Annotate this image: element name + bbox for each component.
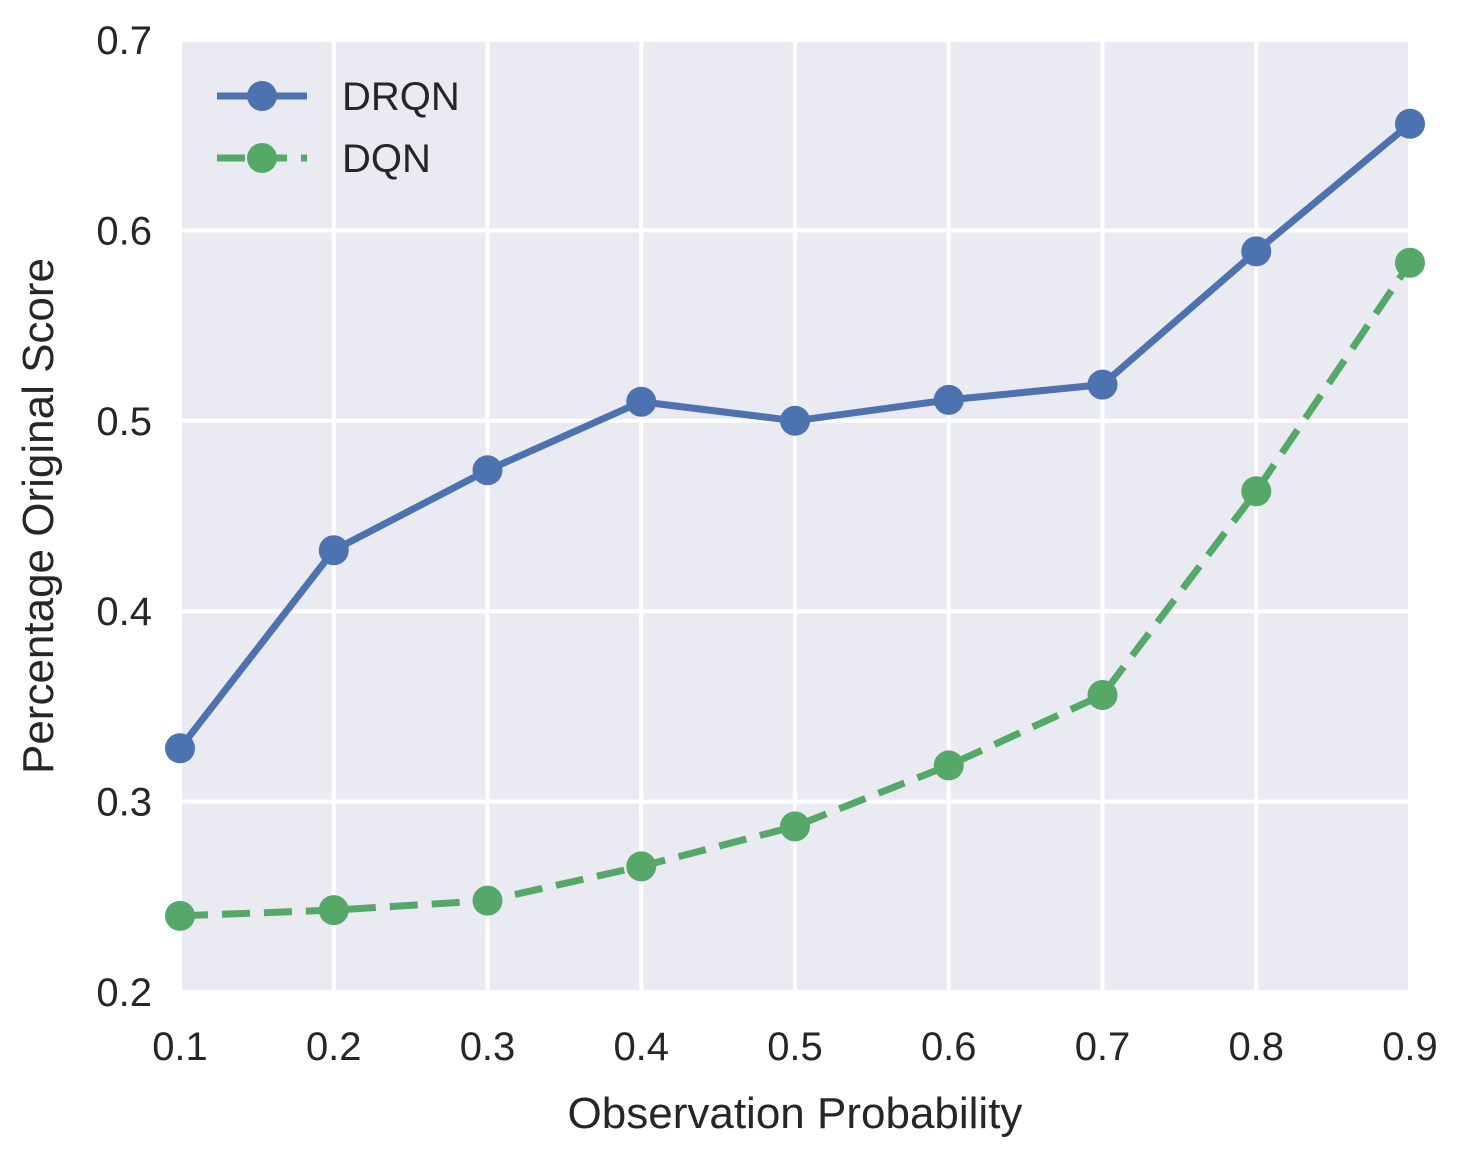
data-point <box>472 455 503 486</box>
data-point <box>318 535 349 566</box>
data-point <box>626 386 657 417</box>
x-tick-label: 0.9 <box>1382 1025 1438 1069</box>
data-point <box>1395 108 1425 139</box>
x-axis-label: Observation Probability <box>568 1089 1023 1138</box>
x-tick-label: 0.2 <box>306 1025 362 1069</box>
x-tick-label: 0.3 <box>460 1025 516 1069</box>
data-point <box>1395 247 1425 278</box>
y-axis-ticks: 0.2 0.3 0.4 0.5 0.6 0.7 <box>96 19 152 1015</box>
y-axis-label: Percentage Original Score <box>14 258 63 774</box>
legend-label: DQN <box>342 137 431 181</box>
x-tick-label: 0.7 <box>1075 1025 1131 1069</box>
data-point <box>165 900 195 931</box>
data-point <box>780 811 810 842</box>
grid <box>178 38 1412 994</box>
data-point <box>933 384 964 415</box>
y-tick-label: 0.4 <box>96 590 152 634</box>
x-tick-label: 0.8 <box>1228 1025 1284 1069</box>
legend-marker-swatch <box>247 81 277 111</box>
data-point <box>165 733 195 764</box>
x-tick-label: 0.1 <box>152 1025 208 1069</box>
legend-item: DRQN <box>217 75 460 119</box>
legend-marker-swatch <box>247 143 277 173</box>
x-tick-label: 0.5 <box>767 1025 823 1069</box>
series-dqn <box>165 247 1425 931</box>
series-layer <box>165 108 1425 931</box>
y-tick-label: 0.6 <box>96 209 152 253</box>
x-tick-label: 0.4 <box>613 1025 669 1069</box>
y-tick-label: 0.3 <box>96 781 152 825</box>
x-tick-label: 0.6 <box>921 1025 977 1069</box>
x-axis-ticks: 0.1 0.2 0.3 0.4 0.5 0.6 0.7 0.8 0.9 <box>152 1025 1438 1069</box>
data-point <box>1087 679 1118 710</box>
data-point <box>780 405 810 436</box>
data-point <box>933 750 964 781</box>
legend-label: DRQN <box>342 75 460 119</box>
data-point <box>318 895 349 926</box>
legend-item: DQN <box>217 137 431 181</box>
data-point <box>1087 369 1118 400</box>
y-tick-label: 0.5 <box>96 400 152 444</box>
data-point <box>472 885 503 916</box>
y-tick-label: 0.7 <box>96 19 152 63</box>
legend: DRQN DQN <box>217 75 460 181</box>
data-point <box>626 851 657 882</box>
series-drqn <box>165 108 1425 764</box>
data-point <box>1241 236 1272 267</box>
y-tick-label: 0.2 <box>96 971 152 1015</box>
data-point <box>1241 476 1272 507</box>
